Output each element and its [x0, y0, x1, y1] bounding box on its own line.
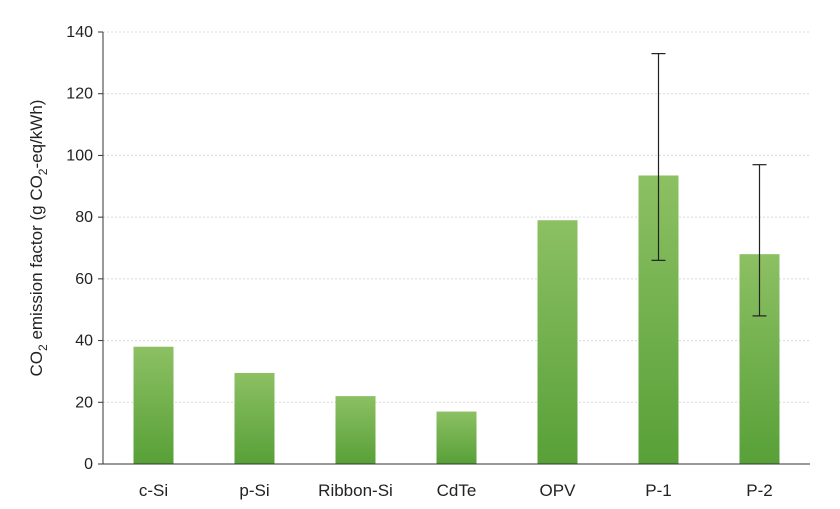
- y-tick-label: 120: [66, 86, 93, 103]
- y-tick-label: 100: [66, 147, 93, 164]
- bars: [133, 175, 780, 464]
- y-tick-label: 20: [75, 394, 93, 411]
- x-tick-label: Ribbon-Si: [318, 481, 393, 500]
- y-tick-label: 140: [66, 24, 93, 41]
- bar: [133, 346, 174, 464]
- x-tick-label: P-2: [746, 481, 772, 500]
- x-tick-label: P-1: [645, 481, 671, 500]
- x-tick-label: OPV: [540, 481, 577, 500]
- y-axis-title: CO2 emission factor (g CO2-eq/kWh): [27, 100, 50, 377]
- x-tick-label: c-Si: [139, 481, 168, 500]
- labels: 0 20 40 60 80 100 120 140 c-Si p-Si Ribbon-Si CdTe O…: [66, 24, 772, 500]
- bar: [335, 396, 376, 464]
- y-tick-label: 80: [75, 209, 93, 226]
- axes: [98, 31, 810, 465]
- bar: [537, 220, 578, 464]
- x-tick-label: p-Si: [239, 481, 269, 500]
- y-tick-label: 40: [75, 333, 93, 350]
- bar: [436, 411, 477, 464]
- y-tick-label: 0: [84, 456, 93, 473]
- bar: [234, 372, 275, 464]
- y-tick-label: 60: [75, 271, 93, 288]
- x-tick-label: CdTe: [437, 481, 477, 500]
- error-bars: [651, 52, 767, 317]
- gridlines: [103, 31, 810, 403]
